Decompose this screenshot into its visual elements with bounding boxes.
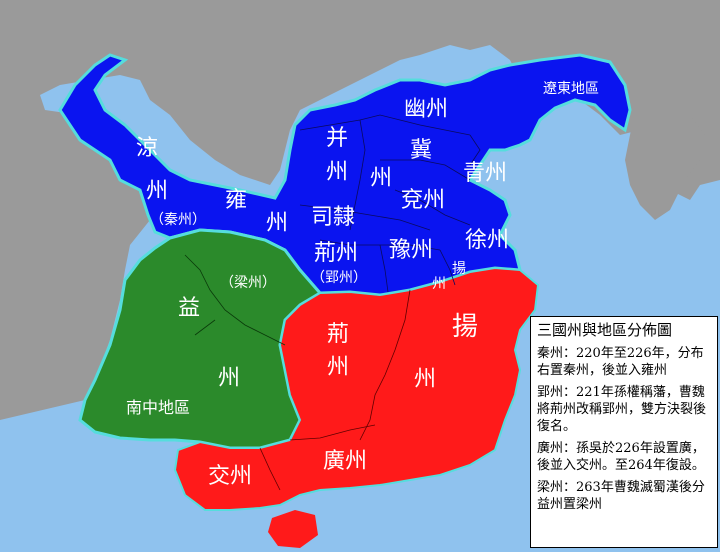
label-yong-2: 州 bbox=[266, 211, 289, 236]
label-yi-1: 益 bbox=[178, 296, 201, 321]
label-qin: （秦州） bbox=[150, 212, 206, 228]
label-sili: 司隸 bbox=[311, 205, 356, 230]
label-jing-wu-2: 州 bbox=[327, 355, 350, 380]
label-liangzhou: （梁州） bbox=[220, 275, 276, 291]
label-liang-2: 州 bbox=[146, 179, 169, 204]
legend-note-liang: 梁州：263年曹魏滅蜀漢後分益州置梁州 bbox=[537, 480, 705, 512]
label-guang: 廣州 bbox=[323, 449, 368, 474]
wu-borders bbox=[259, 289, 411, 491]
label-ji-2: 州 bbox=[370, 166, 393, 191]
region-wei bbox=[58, 53, 632, 297]
label-liang-1: 涼 bbox=[136, 136, 159, 161]
label-qing: 青州 bbox=[463, 161, 508, 186]
region-wu bbox=[173, 266, 540, 511]
label-yong-1: 雍 bbox=[225, 188, 248, 213]
legend-note-guang: 廣州：孫吳於226年設置廣，後並入交州。至264年復設。 bbox=[537, 441, 705, 473]
hainan-island bbox=[268, 510, 318, 548]
foreign-land bbox=[0, 0, 720, 420]
legend-title: 三國州與地區分佈圖 bbox=[537, 321, 673, 339]
label-yang-wei-1: 揚 bbox=[452, 261, 466, 277]
wei-borders bbox=[299, 114, 481, 293]
label-yi-2: 州 bbox=[218, 366, 241, 391]
korea-land bbox=[625, 110, 705, 220]
label-nanzhong: 南中地區 bbox=[126, 398, 191, 417]
shu-borders bbox=[184, 254, 286, 346]
label-jing-wu-1: 荊 bbox=[327, 322, 350, 347]
label-yan: 兗州 bbox=[401, 188, 446, 213]
label-bing-2: 州 bbox=[326, 160, 349, 185]
label-xu: 徐州 bbox=[465, 228, 510, 253]
label-ying: （郢州） bbox=[311, 270, 367, 286]
label-liaodong: 遼東地區 bbox=[543, 81, 599, 97]
label-jiao: 交州 bbox=[208, 464, 253, 489]
label-ji-1: 冀 bbox=[410, 138, 433, 163]
label-bing-1: 并 bbox=[326, 126, 349, 151]
label-you: 幽州 bbox=[404, 97, 449, 122]
label-yang-wu-1: 揚 bbox=[452, 312, 479, 342]
legend-box: 三國州與地區分佈圖 秦州：220年至226年，分布右置秦州，後並入雍州 郢州：2… bbox=[530, 316, 718, 548]
legend-note-qin: 秦州：220年至226年，分布右置秦州，後並入雍州 bbox=[537, 346, 704, 378]
label-yang-wei-2: 州 bbox=[432, 276, 446, 292]
label-yu: 豫州 bbox=[389, 238, 434, 263]
label-jing-wei: 荊州 bbox=[314, 241, 359, 266]
legend-note-ying: 郢州：221年孫權稱藩，曹魏將荊州改稱郢州，雙方決裂後復名。 bbox=[537, 385, 707, 434]
label-yang-wu-2: 州 bbox=[414, 367, 437, 392]
